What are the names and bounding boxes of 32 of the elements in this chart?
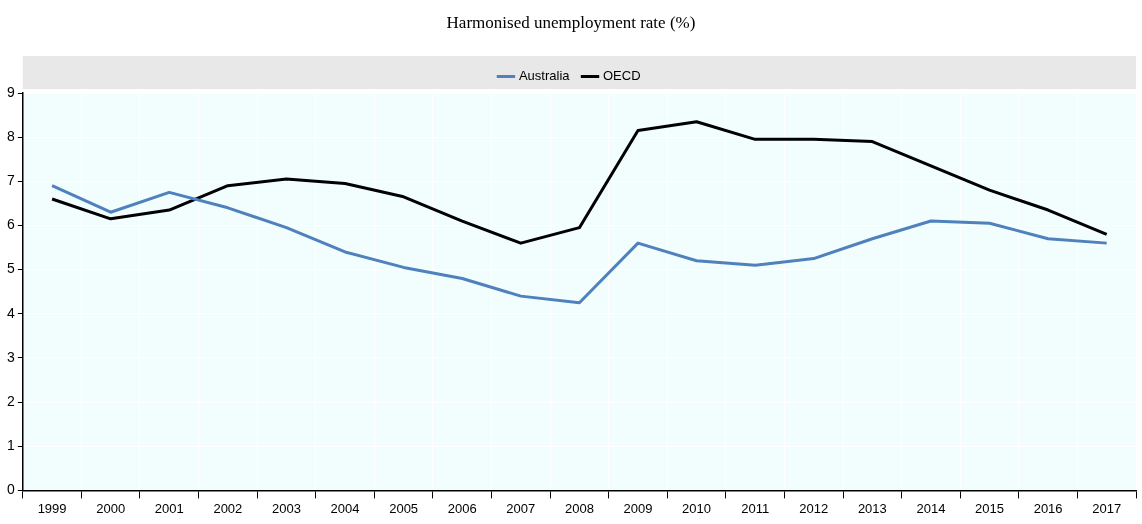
y-tick-label: 7 (6, 172, 15, 189)
x-tick-label: 2016 (1033, 500, 1063, 516)
x-tick-label: 2015 (975, 500, 1004, 516)
x-tick-label: 2004 (330, 500, 360, 516)
y-tick-label: 4 (6, 304, 15, 321)
y-tick-label: 1 (6, 437, 15, 454)
y-tick-label: 5 (6, 260, 15, 277)
legend-label: OECD (603, 68, 641, 84)
x-tick-label: 2013 (857, 500, 887, 516)
y-tick-label: 9 (6, 83, 15, 100)
x-tick-label: 2011 (741, 500, 770, 516)
y-tick-label: 3 (6, 348, 15, 365)
x-tick-label: 2006 (447, 500, 477, 516)
y-tick-label: 6 (6, 216, 15, 233)
chart-title: Harmonised unemployment rate (%) (445, 12, 697, 34)
x-tick-label: 2005 (389, 500, 419, 516)
x-tick-label: 2012 (799, 500, 829, 516)
x-tick-label: 2008 (564, 500, 594, 516)
x-tick-label: 2000 (96, 500, 126, 516)
y-tick-label: 8 (6, 128, 15, 145)
x-tick-label: 2002 (213, 500, 243, 516)
x-tick-label: 2003 (271, 500, 301, 516)
x-tick-label: 2007 (506, 500, 536, 516)
x-tick-label: 2017 (1092, 500, 1122, 516)
x-tick-label: 2010 (682, 500, 712, 516)
x-tick-label: 2014 (916, 500, 946, 516)
y-tick-label: 2 (6, 392, 15, 409)
x-tick-label: 2001 (154, 500, 184, 516)
y-tick-label: 0 (6, 481, 15, 498)
x-tick-label: 2009 (623, 500, 653, 516)
x-tick-label: 1999 (37, 500, 67, 516)
legend-label: Australia (518, 68, 571, 84)
